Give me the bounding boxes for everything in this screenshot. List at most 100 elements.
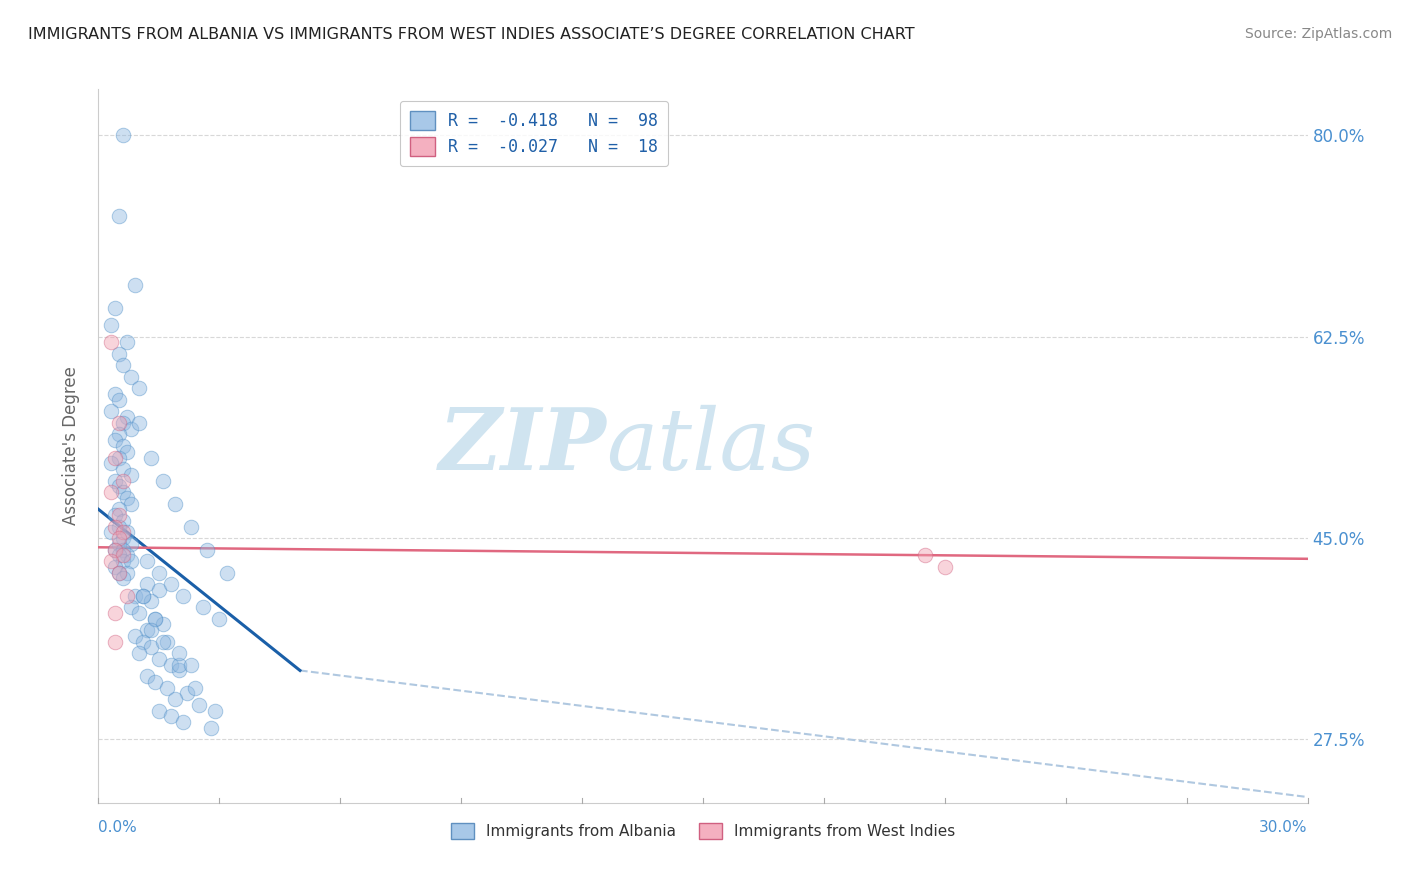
Point [103, 301, 125, 315]
Point [152, 617, 174, 632]
Point [111, 531, 134, 545]
Point [103, 508, 125, 522]
Point [120, 422, 142, 436]
Point [148, 652, 170, 666]
Point [103, 387, 125, 401]
Point [120, 467, 142, 482]
Point [163, 497, 186, 511]
Point [115, 525, 138, 540]
Point [152, 474, 174, 488]
Point [172, 715, 194, 730]
Point [107, 566, 129, 580]
Point [128, 646, 150, 660]
Point [195, 542, 218, 557]
Point [107, 427, 129, 442]
Point [148, 582, 170, 597]
Text: ZIP: ZIP [439, 404, 606, 488]
Point [204, 704, 226, 718]
Point [135, 577, 157, 591]
Point [128, 381, 150, 395]
Point [124, 277, 146, 292]
Legend: Immigrants from Albania, Immigrants from West Indies: Immigrants from Albania, Immigrants from… [444, 817, 962, 845]
Point [160, 657, 183, 672]
Text: 30.0%: 30.0% [1260, 820, 1308, 835]
Point [103, 559, 125, 574]
Point [111, 549, 134, 563]
Point [124, 589, 146, 603]
Point [111, 571, 134, 585]
Point [103, 542, 125, 557]
Point [135, 669, 157, 683]
Point [111, 128, 134, 143]
Point [111, 485, 134, 500]
Point [111, 462, 134, 476]
Point [107, 209, 129, 223]
Point [132, 589, 155, 603]
Point [156, 634, 179, 648]
Point [914, 549, 936, 563]
Point [107, 537, 129, 551]
Point [103, 450, 125, 465]
Point [160, 577, 183, 591]
Point [148, 704, 170, 718]
Point [100, 404, 122, 418]
Point [107, 531, 129, 545]
Point [115, 335, 138, 350]
Point [160, 709, 183, 723]
Point [143, 675, 166, 690]
Point [208, 612, 231, 626]
Point [115, 444, 138, 458]
Point [103, 606, 125, 620]
Point [172, 589, 194, 603]
Point [184, 681, 207, 695]
Point [139, 594, 162, 608]
Point [103, 542, 125, 557]
Point [132, 589, 155, 603]
Y-axis label: Associate's Degree: Associate's Degree [62, 367, 80, 525]
Point [128, 606, 150, 620]
Point [111, 359, 134, 373]
Point [111, 474, 134, 488]
Point [163, 692, 186, 706]
Text: atlas: atlas [606, 405, 815, 487]
Point [120, 600, 142, 615]
Point [107, 549, 129, 563]
Point [139, 640, 162, 655]
Point [180, 519, 202, 533]
Point [100, 554, 122, 568]
Point [111, 514, 134, 528]
Point [115, 566, 138, 580]
Point [167, 646, 190, 660]
Point [176, 686, 198, 700]
Point [107, 416, 129, 430]
Point [143, 612, 166, 626]
Point [156, 681, 179, 695]
Point [143, 612, 166, 626]
Point [103, 474, 125, 488]
Point [115, 589, 138, 603]
Point [115, 549, 138, 563]
Point [193, 600, 215, 615]
Point [167, 657, 190, 672]
Point [180, 657, 202, 672]
Point [128, 416, 150, 430]
Point [107, 508, 129, 522]
Point [103, 434, 125, 448]
Point [107, 566, 129, 580]
Point [200, 721, 222, 735]
Text: IMMIGRANTS FROM ALBANIA VS IMMIGRANTS FROM WEST INDIES ASSOCIATE’S DEGREE CORREL: IMMIGRANTS FROM ALBANIA VS IMMIGRANTS FR… [28, 27, 915, 42]
Point [111, 525, 134, 540]
Point [139, 450, 162, 465]
Point [107, 479, 129, 493]
Point [100, 485, 122, 500]
Point [100, 335, 122, 350]
Point [139, 623, 162, 637]
Point [107, 392, 129, 407]
Point [167, 664, 190, 678]
Point [111, 542, 134, 557]
Text: Source: ZipAtlas.com: Source: ZipAtlas.com [1244, 27, 1392, 41]
Point [100, 318, 122, 333]
Point [217, 566, 239, 580]
Point [124, 629, 146, 643]
Point [111, 416, 134, 430]
